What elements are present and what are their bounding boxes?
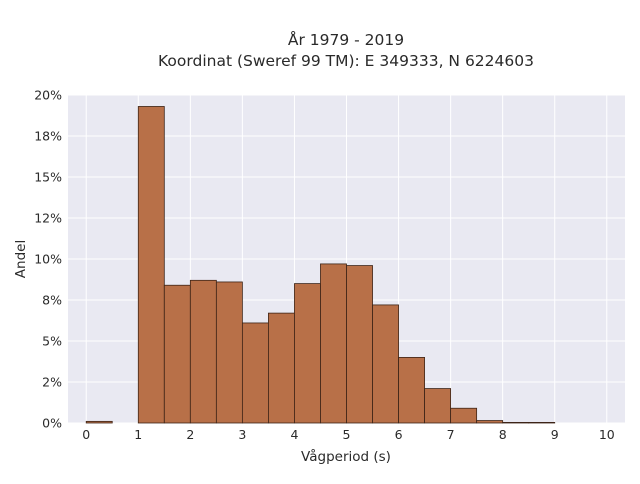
x-tick-label: 4 — [290, 427, 298, 442]
y-tick-label: 18% — [34, 129, 62, 144]
x-tick-labels: 0 1 2 3 4 5 6 7 8 9 10 — [82, 427, 615, 442]
histogram-bar — [268, 312, 295, 424]
histogram-bar — [424, 388, 452, 424]
x-tick-label: 6 — [395, 427, 403, 442]
histogram-bar — [450, 407, 478, 424]
histogram-bar — [137, 106, 165, 424]
histogram-bars — [85, 106, 556, 424]
histogram-bar — [528, 421, 556, 424]
x-tick-label: 0 — [82, 427, 90, 442]
y-tick-label: 2% — [42, 375, 62, 390]
y-tick-label: 0% — [42, 416, 62, 431]
x-axis-label: Vågperiod (s) — [301, 448, 391, 465]
y-tick-label: 20% — [34, 88, 62, 103]
chart-title-line-1: År 1979 - 2019 — [288, 30, 404, 49]
histogram-bar — [163, 284, 191, 424]
y-tick-label: 5% — [42, 334, 62, 349]
y-tick-label: 10% — [34, 252, 62, 267]
y-tick-label: 15% — [34, 170, 62, 185]
histogram-bar — [189, 279, 217, 424]
y-tick-labels: 0% 2% 5% 8% 10% 12% 15% 18% 20% — [34, 88, 62, 431]
y-tick-label: 8% — [42, 293, 62, 308]
histogram-bar — [398, 356, 425, 424]
histogram-bar — [502, 421, 530, 424]
histogram-bar — [294, 283, 321, 424]
chart-title-line-2: Koordinat (Sweref 99 TM): E 349333, N 62… — [158, 52, 534, 70]
histogram-bar — [476, 420, 504, 424]
x-tick-label: 9 — [551, 427, 559, 442]
x-tick-label: 10 — [599, 427, 615, 442]
x-tick-label: 5 — [343, 427, 351, 442]
y-tick-label: 12% — [34, 211, 62, 226]
x-tick-label: 1 — [134, 427, 142, 442]
histogram-bar — [85, 420, 113, 424]
x-tick-label: 8 — [499, 427, 507, 442]
y-axis-label: Andel — [13, 240, 29, 278]
histogram-bar — [215, 281, 243, 424]
histogram-bar — [346, 265, 373, 424]
x-tick-label: 2 — [186, 427, 194, 442]
histogram-bar — [320, 263, 347, 424]
x-tick-label: 7 — [447, 427, 455, 442]
histogram-bar — [241, 322, 269, 424]
histogram-bar — [372, 304, 399, 424]
x-tick-label: 3 — [238, 427, 246, 442]
